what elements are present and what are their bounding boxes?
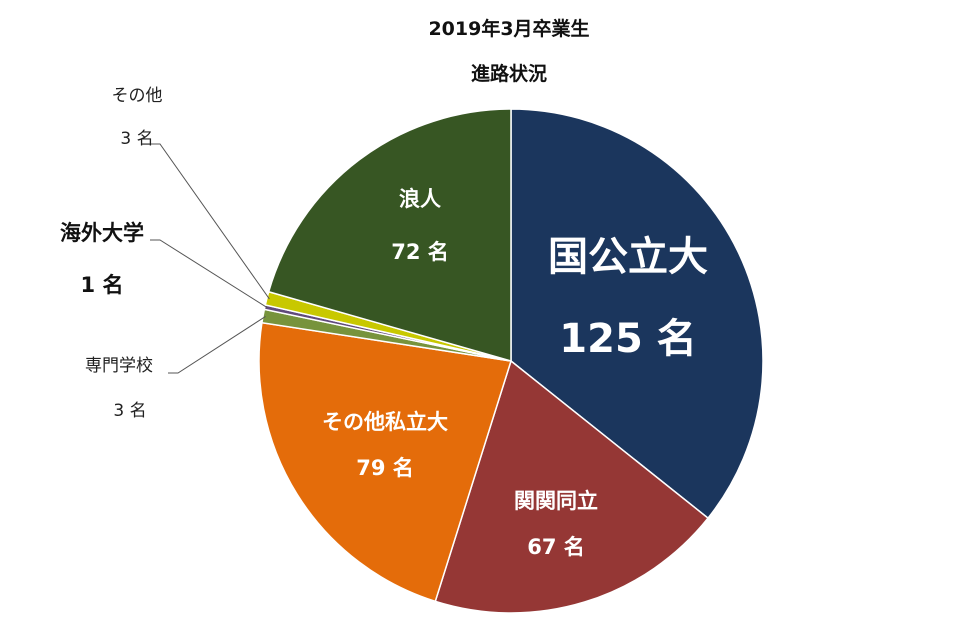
slice-label-name-3: その他私立大 [322,410,448,434]
slice-label-name-7: 浪人 [399,187,441,211]
slice-label-value-2: 67 名 [527,535,585,559]
pie-slice-1 [510,108,764,520]
pie-slice-7 [267,108,512,362]
slice-label-value-7: 72 名 [391,240,449,264]
slice-label-value-6: 3 名 [120,129,153,149]
pie-slice-3 [258,321,512,603]
slice-label-name-1: 国公立大 [548,234,708,280]
slice-label-value-4: 3 名 [113,401,146,421]
slice-label-value-3: 79 名 [356,456,414,480]
slice-label-name-6: その他 [112,86,163,106]
chart-title: 2019年3月卒業生 [428,17,589,40]
leader-line-4 [168,316,266,374]
leader-lines [150,143,270,374]
leader-line-6 [150,143,270,300]
pie-slices [258,108,764,614]
slice-label-value-1: 125 名 [559,316,696,362]
slice-label-name-5: 海外大学 [60,221,144,245]
slice-label-name-2: 関関同立 [514,489,598,513]
leader-line-5 [150,239,268,309]
slice-label-name-4: 専門学校 [85,356,153,376]
pie-slice-2 [434,359,710,614]
chart-subtitle: 進路状況 [471,62,547,85]
slice-label-value-5: 1 名 [81,273,124,297]
